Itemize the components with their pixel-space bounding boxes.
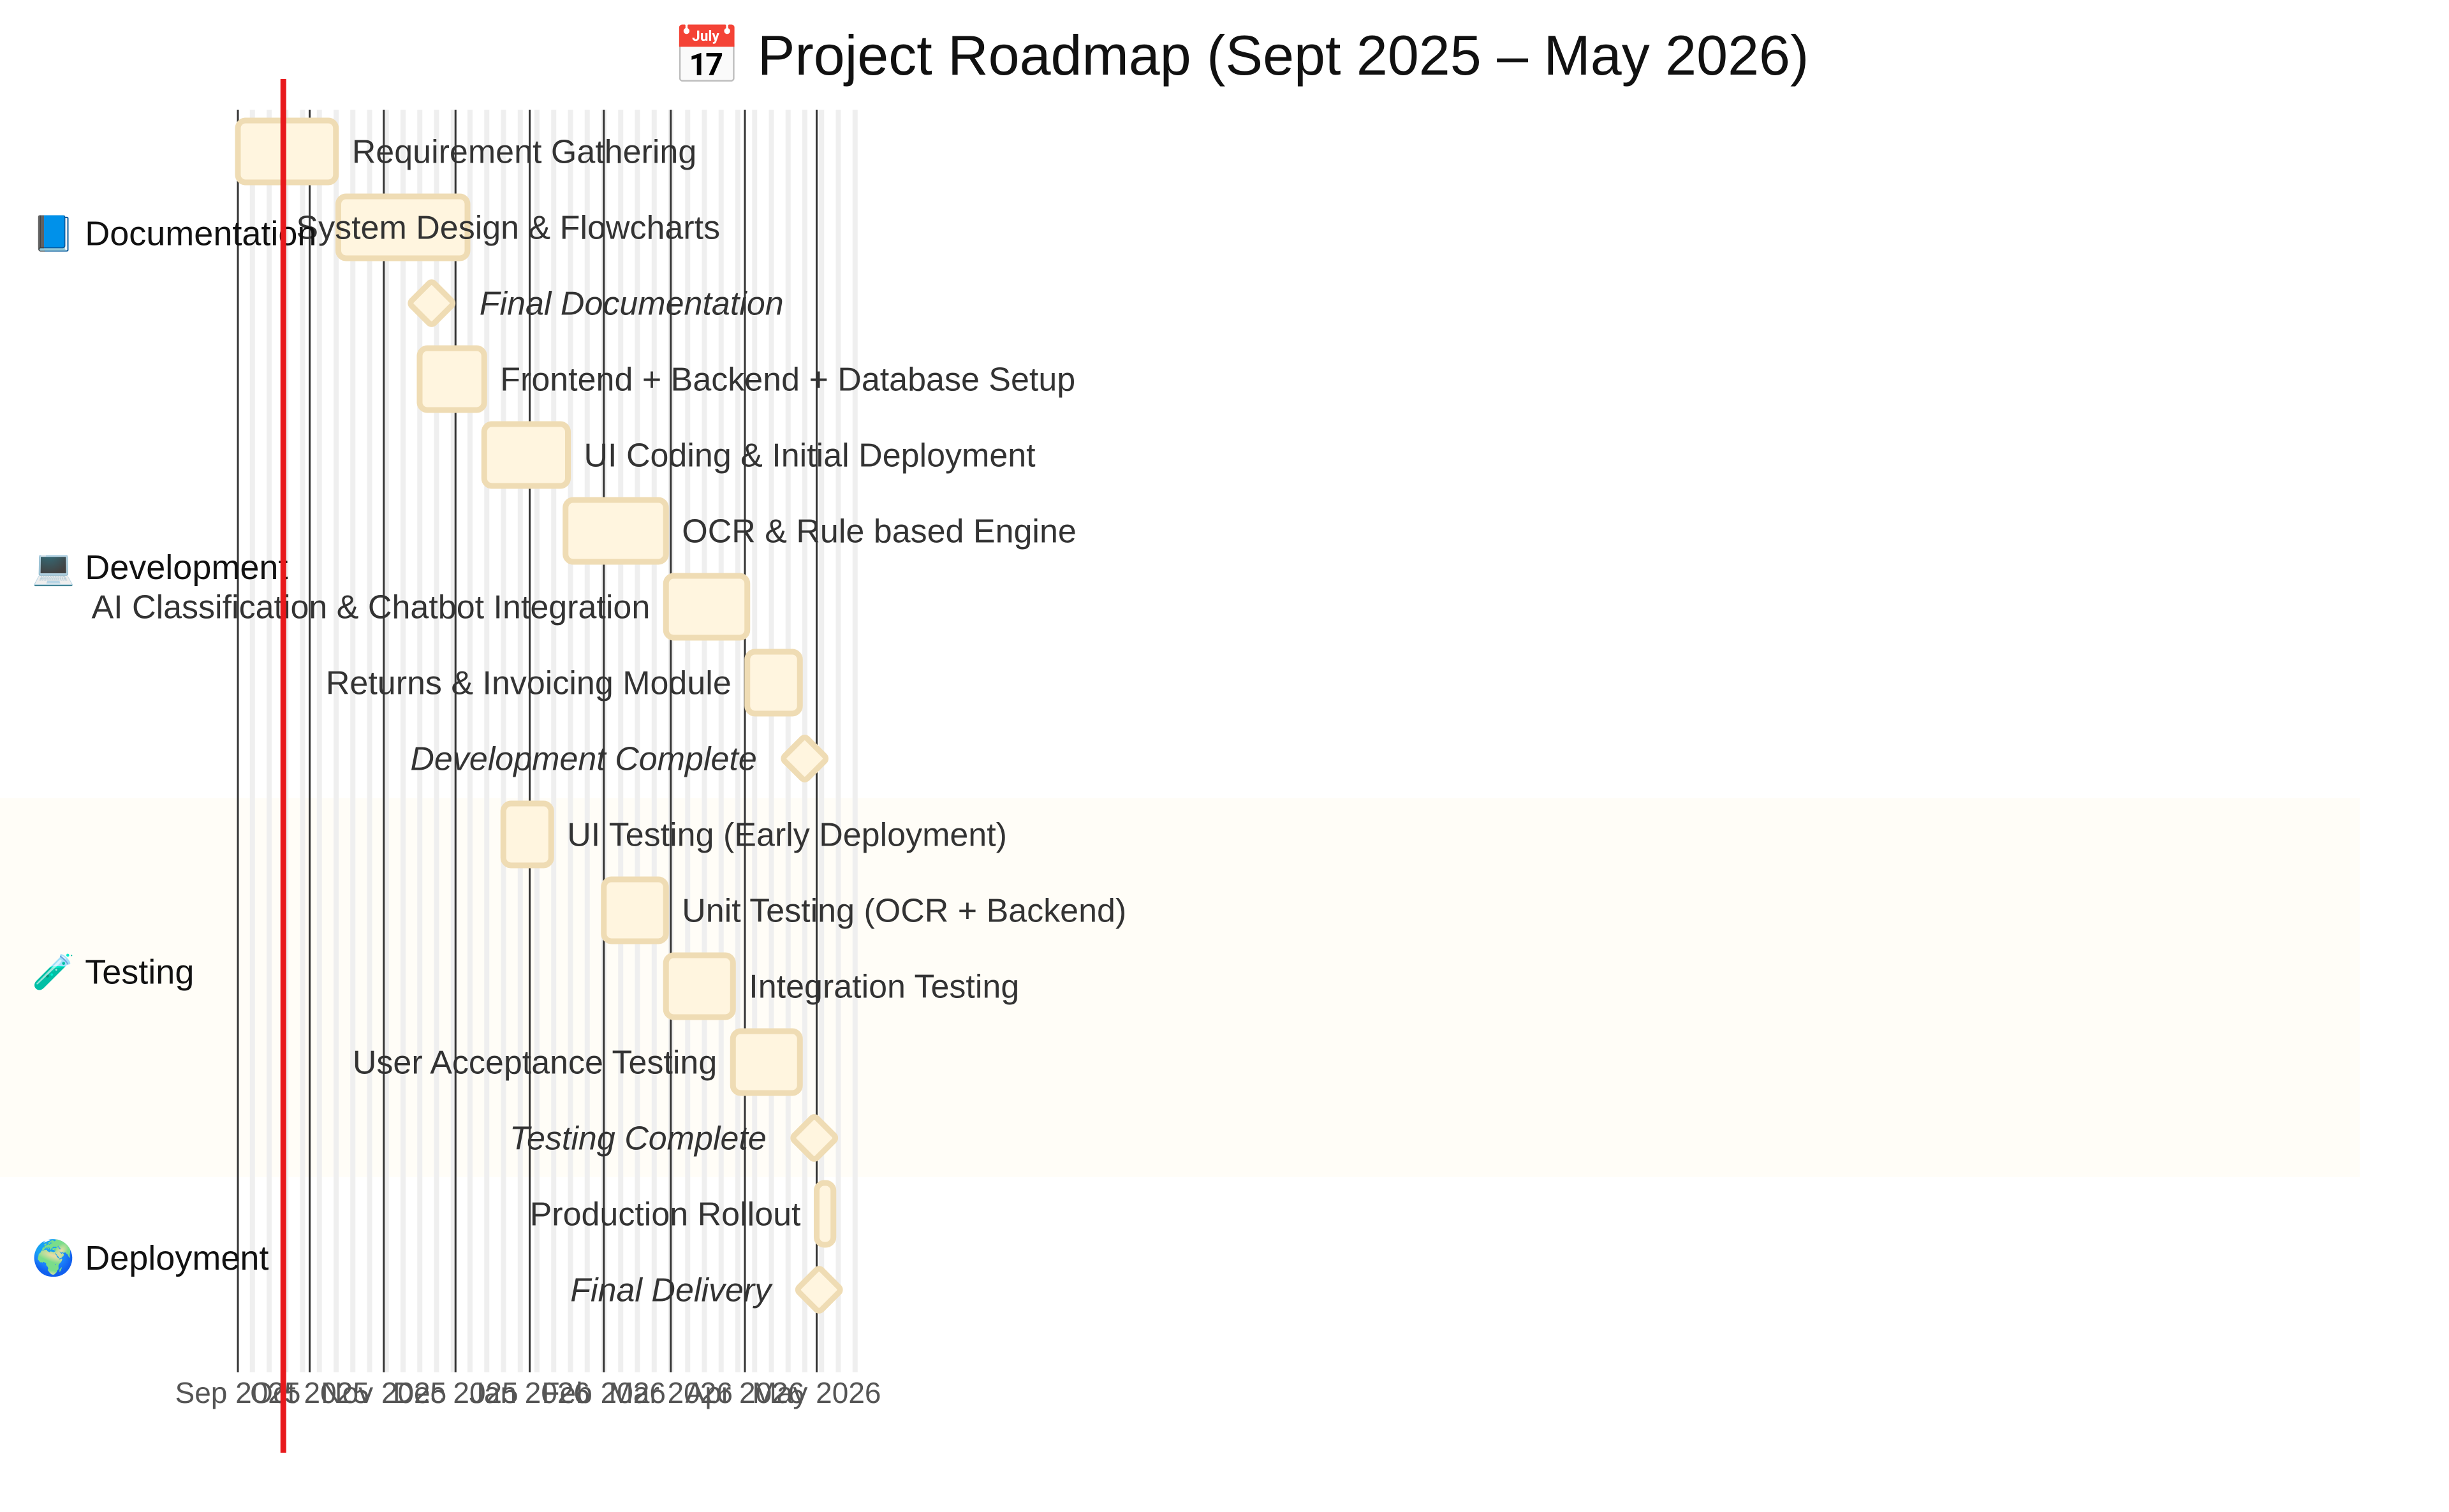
task-label: Frontend + Backend + Database Setup [500,362,1075,399]
task-bar [663,952,736,1020]
milestone-diamond [408,279,456,327]
x-tick-label: Oct 2025 [250,1376,369,1409]
x-tick-label: Sep 2025 [175,1376,301,1409]
section-icon: 📘 [32,215,75,253]
section-label-development: 💻 Development [32,548,288,587]
milestone-diamond [781,735,829,782]
task-label: System Design & Flowcharts [296,210,720,247]
task-bar [235,117,339,186]
weekend-band [334,110,339,1372]
weekend-band [752,110,758,1372]
weekend-band [785,110,791,1372]
section-icon: 🧪 [32,953,75,992]
weekend-band [769,110,774,1372]
weekend-band [835,110,841,1372]
task-label: Returns & Invoicing Module [326,665,732,702]
weekend-band [467,110,473,1372]
milestone-diamond [790,1114,839,1162]
task-bar [814,1180,837,1248]
x-tick-label: Dec 2025 [393,1376,518,1409]
weekend-band [635,110,640,1372]
task-label: Production Rollout [530,1196,801,1233]
x-tick-label: Apr 2026 [686,1376,805,1409]
grid-layer [237,110,858,1372]
task-label: OCR & Rule based Engine [682,513,1077,550]
task-label: AI Classification & Chatbot Integration [91,589,650,626]
task-label: UI Testing (Early Deployment) [567,817,1007,854]
chart-title: 📅 Project Roadmap (Sept 2025 – May 2026) [672,24,1809,87]
section-name: Documentation [85,215,316,253]
section-label-deployment: 🌍 Deployment [32,1238,268,1277]
task-bars-layer [235,117,843,1314]
weekend-band [401,110,406,1372]
x-tick-label: Jan 2026 [469,1376,590,1409]
x-tick-label: May 2026 [752,1376,881,1409]
task-bar [335,193,471,261]
weekend-band [350,110,356,1372]
weekend-band [434,110,439,1372]
background-layer [0,798,2360,1177]
task-bar [563,497,669,565]
weekend-band [501,110,506,1372]
task-bar [663,573,751,641]
weekend-band [551,110,557,1372]
weekend-band [383,110,389,1372]
weekend-band [584,110,590,1372]
section-name: Development [85,548,288,587]
milestone-diamond [795,1266,843,1314]
weekend-band [450,110,456,1372]
task-bar [744,649,803,717]
weekend-band [367,110,372,1372]
weekend-band [735,110,740,1372]
weekend-band [300,110,305,1372]
weekend-band [718,110,724,1372]
milestone-label: Final Delivery [570,1272,773,1309]
section-label-testing: 🧪 Testing [32,953,194,992]
milestone-label: Testing Complete [510,1120,767,1157]
section-label-documentation: 📘 Documentation [32,215,316,253]
weekend-band [249,110,255,1372]
weekend-band [618,110,624,1372]
milestone-label: Final Documentation [480,286,784,323]
weekend-band [517,110,523,1372]
weekend-band [534,110,540,1372]
weekend-band [685,110,691,1372]
weekend-band [819,110,825,1372]
task-label: Integration Testing [749,969,1019,1006]
section-icon: 🌍 [32,1238,75,1277]
section-name: Deployment [85,1239,268,1277]
x-tick-label: Mar 2026 [609,1376,733,1409]
weekend-band [267,110,272,1372]
task-bar [416,345,487,413]
section-highlight-band [0,798,2360,1177]
weekend-band [568,110,573,1372]
weekend-band [651,110,657,1372]
task-bar [500,800,554,869]
weekend-band [484,110,490,1372]
task-bar [730,1028,803,1096]
task-labels-layer: Requirement Gathering System Design & Flo… [91,134,1126,1309]
section-name: Testing [85,953,194,992]
task-bar [481,421,571,489]
weekend-band [702,110,707,1372]
milestone-label: Development Complete [410,741,756,778]
task-label: Unit Testing (OCR + Backend) [682,893,1126,930]
weekend-band [852,110,858,1372]
x-tick-label: Feb 2026 [542,1376,666,1409]
x-tick-label: Nov 2025 [321,1376,446,1409]
weekend-band [417,110,423,1372]
section-labels-layer: 📘 Documentation 💻 Development 🧪 Testing 🌍 Deplo… [32,215,316,1278]
task-bar [601,876,669,944]
task-label: Requirement Gathering [352,134,697,171]
section-icon: 💻 [32,548,75,587]
weekend-band [316,110,322,1372]
task-label: UI Coding & Initial Deployment [584,437,1036,474]
task-label: User Acceptance Testing [353,1045,717,1082]
